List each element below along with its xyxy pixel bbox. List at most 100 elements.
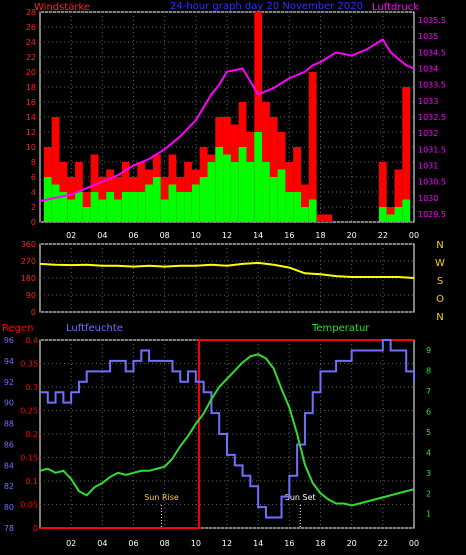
wind-avg-bar (301, 207, 309, 222)
wind-avg-bar (215, 147, 224, 222)
wind-xtick-label: 08 (160, 231, 170, 240)
wind-avg-bar (254, 132, 263, 222)
wind-ytick-label: 16 (26, 98, 36, 107)
wind-xtick-label: 00 (409, 231, 419, 240)
wind-avg-bar (176, 192, 185, 222)
rht-xtick-label: 20 (347, 539, 357, 548)
humidity-ytick-label: 96 (4, 336, 14, 345)
humidity-ytick-label: 82 (4, 482, 14, 491)
wind-ytick-label: 12 (26, 128, 36, 137)
pressure-ytick-label: 1031 (418, 161, 438, 170)
humidity-ytick-label: 84 (4, 461, 14, 470)
humidity-line (40, 339, 415, 519)
pressure-ytick-label: 1034.5 (418, 48, 446, 57)
wind-avg-bar (90, 192, 99, 222)
wind-xtick-label: 16 (284, 231, 294, 240)
rain-ytick-label: 0.2 (25, 430, 38, 439)
wind-ytick-label: 14 (26, 113, 36, 122)
direction-letter-label: N (436, 312, 443, 323)
humidity-ytick-label: 88 (4, 420, 14, 429)
wind-avg-bar (98, 199, 107, 222)
rht-xtick-label: 22 (378, 539, 388, 548)
wind-avg-bar (262, 162, 270, 222)
wind-avg-bar (168, 184, 177, 222)
direction-line (39, 261, 415, 279)
rht-xtick-label: 04 (97, 539, 107, 548)
humidity-ytick-label: 80 (4, 503, 14, 512)
wind-ytick-label: 28 (26, 8, 36, 17)
sun-set-label: Sun Set (285, 493, 316, 502)
sun-rise-label: Sun Rise (144, 493, 179, 502)
wind-xtick-label: 18 (315, 231, 325, 240)
wind-gust-bar (324, 214, 333, 222)
direction-ytick-label: 0 (31, 308, 36, 317)
humidity-ytick-label: 94 (4, 357, 14, 366)
wind-avg-bar (277, 169, 286, 222)
wind-ytick-label: 8 (31, 158, 36, 167)
rain-ytick-label: 0.05 (20, 501, 38, 510)
direction-ytick-label: 270 (21, 257, 36, 266)
rain-ytick-label: 0.4 (25, 336, 38, 345)
wind-avg-bar (145, 184, 153, 222)
pressure-line (39, 38, 415, 202)
pressure-ytick-label: 1035 (418, 32, 438, 41)
direction-ytick-label: 360 (21, 240, 36, 249)
wind-avg-bar (82, 207, 91, 222)
wind-ytick-label: 6 (31, 173, 36, 182)
temperature-ytick-label: 9 (426, 346, 431, 355)
direction-letter-label: N (436, 240, 443, 251)
rht-xtick-label: 10 (191, 539, 201, 548)
wind-avg-bar (67, 199, 76, 222)
wind-ytick-label: 26 (26, 23, 36, 32)
wind-gust-bar (90, 154, 99, 222)
rain-line (40, 339, 414, 529)
wind-avg-bar (106, 192, 115, 222)
wind-gust-bar (269, 117, 278, 222)
wind-avg-bar (137, 192, 146, 222)
wind-avg-bar (308, 199, 317, 222)
rht-xtick-label: 12 (222, 539, 232, 548)
wind-xtick-label: 10 (191, 231, 201, 240)
temperature-ytick-label: 8 (426, 367, 431, 376)
pressure-ytick-label: 1032.5 (418, 113, 446, 122)
wind-gust-bar (316, 214, 325, 222)
wind-xtick-label: 12 (222, 231, 232, 240)
wind-gust-bar (402, 87, 411, 222)
rht-xtick-label: 02 (66, 539, 76, 548)
direction-ytick-label: 90 (26, 291, 36, 300)
rain-ytick-label: 0.35 (20, 360, 38, 369)
wind-xtick-label: 22 (378, 231, 388, 240)
temperature-axis-label: Temperatur (311, 323, 370, 334)
rht-xtick-label: 16 (284, 539, 294, 548)
rain-ytick-label: 0.3 (25, 383, 38, 392)
temperature-line (39, 353, 415, 507)
rain-ytick-label: 0 (33, 524, 38, 533)
wind-avg-bar (230, 162, 239, 222)
humidity-ytick-label: 78 (4, 524, 14, 533)
temperature-ytick-label: 3 (426, 469, 431, 478)
temperature-ytick-label: 4 (426, 448, 431, 457)
humidity-ytick-label: 90 (4, 399, 14, 408)
humidity-ytick-label: 92 (4, 378, 14, 387)
wind-avg-bar (223, 154, 231, 222)
wind-avg-bar (75, 192, 83, 222)
wind-xtick-label: 02 (66, 231, 76, 240)
wind-avg-bar (378, 207, 387, 222)
wind-avg-bar (207, 162, 216, 222)
rain-humidity-temperature-panel: 00.050.10.150.20.250.30.350.478808284868… (2, 323, 431, 548)
pressure-axis-label: Luftdruck (372, 2, 419, 13)
wind-avg-bar (160, 199, 169, 222)
rain-ytick-label: 0.15 (20, 454, 38, 463)
temperature-ytick-label: 2 (426, 489, 431, 498)
wind-ytick-label: 22 (26, 53, 36, 62)
rht-xtick-label: 14 (253, 539, 263, 548)
temperature-ytick-label: 7 (426, 387, 431, 396)
wind-gust-bar (301, 184, 309, 222)
wind-gust-bar (254, 12, 263, 222)
wind-avg-bar (285, 192, 294, 222)
rain-axis-label: Regen (2, 323, 34, 334)
rht-xtick-label: 06 (128, 539, 138, 548)
